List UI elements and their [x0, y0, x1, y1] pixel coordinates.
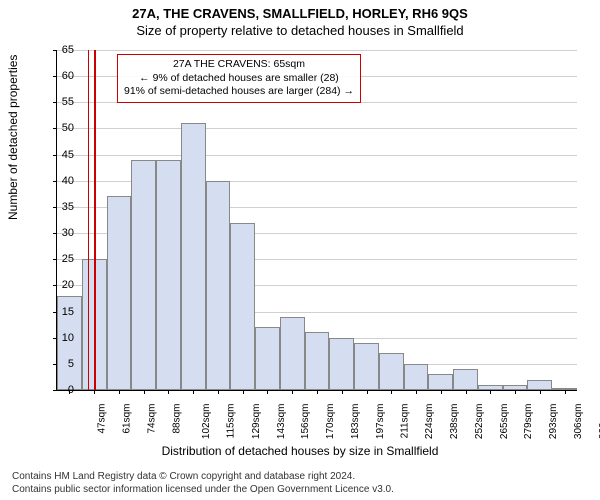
xtick-mark [243, 390, 244, 394]
xtick-mark [119, 390, 120, 394]
gridline [57, 50, 577, 51]
ytick-label: 45 [50, 149, 74, 161]
histogram-bar [305, 332, 330, 390]
xtick-label: 102sqm [202, 404, 213, 440]
annotation-line3: 91% of semi-detached houses are larger (… [124, 85, 354, 99]
footer-line2: Contains public sector information licen… [12, 483, 394, 496]
xtick-label: 252sqm [474, 404, 485, 440]
ytick-label: 55 [50, 96, 74, 108]
footer-line1: Contains HM Land Registry data © Crown c… [12, 470, 394, 483]
xtick-mark [317, 390, 318, 394]
annotation-line2: ← 9% of detached houses are smaller (28) [124, 72, 354, 86]
xtick-label: 224sqm [424, 404, 435, 440]
xtick-label: 61sqm [122, 404, 133, 434]
xtick-label: 156sqm [301, 404, 312, 440]
xtick-label: 306sqm [573, 404, 584, 440]
histogram-bar [181, 123, 206, 390]
xtick-mark [292, 390, 293, 394]
ytick-label: 65 [50, 44, 74, 56]
ytick-label: 40 [50, 175, 74, 187]
chart-subtitle: Size of property relative to detached ho… [0, 21, 600, 38]
histogram-bar [404, 364, 429, 390]
histogram-bar [131, 160, 156, 390]
xtick-mark [193, 390, 194, 394]
histogram-bar [379, 353, 404, 390]
histogram-bar [230, 223, 255, 390]
xtick-mark [466, 390, 467, 394]
chart-title: 27A, THE CRAVENS, SMALLFIELD, HORLEY, RH… [0, 0, 600, 21]
xtick-label: 265sqm [499, 404, 510, 440]
plot-area: 27A THE CRAVENS: 65sqm← 9% of detached h… [56, 50, 577, 391]
xtick-mark [168, 390, 169, 394]
xtick-label: 47sqm [97, 404, 108, 434]
histogram-bar [329, 338, 354, 390]
xtick-mark [565, 390, 566, 394]
xtick-label: 197sqm [375, 404, 386, 440]
ytick-label: 35 [50, 201, 74, 213]
histogram-bar [206, 181, 231, 390]
xtick-label: 170sqm [325, 404, 336, 440]
xtick-label: 115sqm [226, 404, 237, 439]
xtick-label: 143sqm [276, 404, 287, 440]
xtick-label: 74sqm [146, 404, 157, 434]
chart-container: 27A, THE CRAVENS, SMALLFIELD, HORLEY, RH… [0, 0, 600, 500]
histogram-bar [280, 317, 305, 390]
xtick-label: 129sqm [251, 404, 262, 440]
ytick-label: 30 [50, 227, 74, 239]
histogram-bar [428, 374, 453, 390]
histogram-bar [107, 196, 132, 390]
xtick-label: 293sqm [548, 404, 559, 440]
xtick-mark [267, 390, 268, 394]
histogram-bar [453, 369, 478, 390]
footer-attribution: Contains HM Land Registry data © Crown c… [12, 470, 394, 496]
ytick-label: 15 [50, 306, 74, 318]
xtick-mark [218, 390, 219, 394]
gridline [57, 155, 577, 156]
xtick-mark [144, 390, 145, 394]
ytick-label: 10 [50, 332, 74, 344]
reference-line [94, 50, 96, 390]
ytick-label: 0 [50, 384, 74, 396]
ytick-label: 60 [50, 70, 74, 82]
x-axis-label: Distribution of detached houses by size … [0, 444, 600, 458]
y-axis-label: Number of detached properties [6, 55, 20, 220]
ytick-label: 25 [50, 253, 74, 265]
histogram-bar [354, 343, 379, 390]
xtick-mark [416, 390, 417, 394]
ytick-label: 5 [50, 358, 74, 370]
xtick-mark [94, 390, 95, 394]
annotation-box: 27A THE CRAVENS: 65sqm← 9% of detached h… [117, 54, 361, 103]
histogram-bar [255, 327, 280, 390]
annotation-line1: 27A THE CRAVENS: 65sqm [124, 58, 354, 72]
reference-line [88, 50, 89, 390]
xtick-mark [391, 390, 392, 394]
xtick-mark [441, 390, 442, 394]
histogram-bar [156, 160, 181, 390]
ytick-label: 50 [50, 122, 74, 134]
xtick-mark [490, 390, 491, 394]
xtick-label: 183sqm [350, 404, 361, 440]
gridline [57, 128, 577, 129]
xtick-mark [515, 390, 516, 394]
xtick-label: 238sqm [449, 404, 460, 440]
xtick-mark [540, 390, 541, 394]
xtick-label: 211sqm [399, 404, 410, 439]
xtick-mark [367, 390, 368, 394]
xtick-label: 88sqm [171, 404, 182, 434]
xtick-mark [342, 390, 343, 394]
ytick-label: 20 [50, 279, 74, 291]
xtick-label: 279sqm [523, 404, 534, 440]
histogram-bar [527, 380, 552, 390]
